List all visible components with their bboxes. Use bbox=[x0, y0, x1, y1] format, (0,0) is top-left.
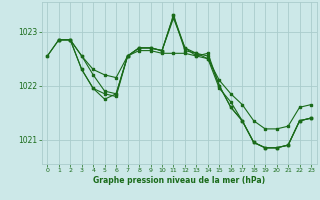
X-axis label: Graphe pression niveau de la mer (hPa): Graphe pression niveau de la mer (hPa) bbox=[93, 176, 265, 185]
